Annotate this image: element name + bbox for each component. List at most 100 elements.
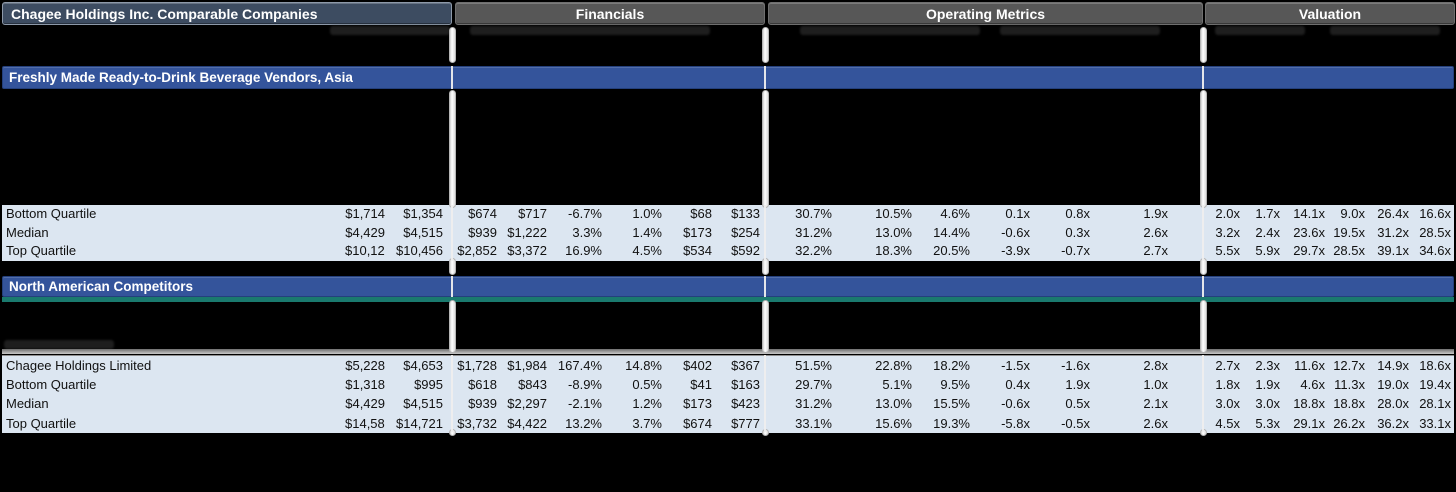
cell[interactable]: 13.0% [875, 224, 912, 240]
cell[interactable]: $10,456 [396, 243, 443, 259]
cell[interactable]: 2.6x [1143, 415, 1168, 431]
cell[interactable]: 4.5x [1215, 415, 1240, 431]
row-label[interactable]: Top Quartile [6, 243, 77, 259]
cell[interactable]: $674 [683, 415, 712, 431]
row-label[interactable]: Top Quartile [6, 415, 77, 431]
cell[interactable]: 10.5% [875, 206, 912, 221]
cell[interactable]: 36.2x [1377, 415, 1409, 431]
cell[interactable]: 28.1x [1419, 396, 1451, 412]
cell[interactable]: -6.7% [568, 206, 602, 221]
cell[interactable]: 13.0% [875, 396, 912, 412]
cell[interactable]: $1,714 [345, 206, 385, 221]
cell[interactable]: 28.5x [1333, 243, 1365, 259]
cell[interactable]: $939 [468, 224, 497, 240]
cell[interactable]: 167.4% [557, 358, 602, 373]
cell[interactable]: 33.1x [1419, 415, 1451, 431]
cell[interactable]: $402 [683, 358, 712, 373]
cell[interactable]: 1.8x [1215, 377, 1240, 393]
cell[interactable]: 0.5% [632, 377, 662, 393]
cell[interactable]: -0.6x [1001, 224, 1030, 240]
cell[interactable]: $717 [518, 206, 547, 221]
cell[interactable]: 0.8x [1065, 206, 1090, 221]
cell[interactable]: 5.3x [1255, 415, 1280, 431]
cell[interactable]: 20.5% [933, 243, 970, 259]
cell[interactable]: -1.5x [1001, 358, 1030, 373]
cell[interactable]: 1.7x [1255, 206, 1280, 221]
cell[interactable]: 22.8% [875, 358, 912, 373]
cell[interactable]: 2.7x [1215, 358, 1240, 373]
cell[interactable]: $1,318 [345, 377, 385, 393]
row-label[interactable]: Median [6, 396, 49, 412]
cell[interactable]: 1.9x [1143, 206, 1168, 221]
row-label[interactable]: Median [6, 224, 49, 240]
cell[interactable]: $367 [731, 358, 760, 373]
cell[interactable]: 16.9% [565, 243, 602, 259]
cell[interactable]: 0.5x [1065, 396, 1090, 412]
cell[interactable]: 2.4x [1255, 224, 1280, 240]
cell[interactable]: 9.0x [1340, 206, 1365, 221]
cell[interactable]: 4.5% [632, 243, 662, 259]
cell[interactable]: 5.5x [1215, 243, 1240, 259]
cell[interactable]: 26.4x [1377, 206, 1409, 221]
cell[interactable]: 19.0x [1377, 377, 1409, 393]
cell[interactable]: 15.6% [875, 415, 912, 431]
cell[interactable]: 33.1% [795, 415, 832, 431]
cell[interactable]: $41 [690, 377, 712, 393]
cell[interactable]: 2.8x [1143, 358, 1168, 373]
cell[interactable]: 31.2% [795, 224, 832, 240]
cell[interactable]: 3.0x [1215, 396, 1240, 412]
cell[interactable]: $4,422 [507, 415, 547, 431]
cell[interactable]: 14.9x [1377, 358, 1409, 373]
cell[interactable]: $674 [468, 206, 497, 221]
cell[interactable]: 14.8% [625, 358, 662, 373]
cell[interactable]: 4.6x [1300, 377, 1325, 393]
row-label[interactable]: Chagee Holdings Limited [6, 358, 152, 373]
cell[interactable]: -0.5x [1061, 415, 1090, 431]
cell[interactable]: 11.6x [1294, 358, 1325, 373]
cell[interactable]: 5.9x [1255, 243, 1280, 259]
cell[interactable]: 3.0x [1255, 396, 1280, 412]
cell[interactable]: $534 [683, 243, 712, 259]
cell[interactable]: 39.1x [1377, 243, 1409, 259]
cell[interactable]: 34.6x [1419, 243, 1451, 259]
cell[interactable]: $173 [683, 224, 712, 240]
cell[interactable]: $1,354 [403, 206, 443, 221]
cell[interactable]: 31.2x [1377, 224, 1409, 240]
cell[interactable]: 18.8x [1333, 396, 1365, 412]
cell[interactable]: 29.7% [795, 377, 832, 393]
cell[interactable]: 1.4% [632, 224, 662, 240]
cell[interactable]: -0.6x [1001, 396, 1030, 412]
cell[interactable]: 26.2x [1333, 415, 1365, 431]
cell[interactable]: 3.2x [1215, 224, 1240, 240]
cell[interactable]: $254 [731, 224, 760, 240]
cell[interactable]: 15.5% [933, 396, 970, 412]
cell[interactable]: $777 [731, 415, 760, 431]
cell[interactable]: 16.6x [1419, 206, 1451, 221]
cell[interactable]: 23.6x [1293, 224, 1325, 240]
cell[interactable]: 5.1% [882, 377, 912, 393]
row-label[interactable]: Bottom Quartile [6, 377, 97, 393]
cell[interactable]: 29.1x [1293, 415, 1325, 431]
cell[interactable]: $4,515 [403, 396, 443, 412]
cell[interactable]: $1,222 [507, 224, 547, 240]
cell[interactable]: $10,129 [345, 243, 385, 259]
cell[interactable]: $1,728 [457, 358, 497, 373]
cell[interactable]: 14.4% [933, 224, 970, 240]
cell[interactable]: 2.1x [1143, 396, 1168, 412]
cell[interactable]: $2,852 [457, 243, 497, 259]
cell[interactable]: $3,372 [507, 243, 547, 259]
cell[interactable]: 11.3x [1334, 377, 1365, 393]
cell[interactable]: $1,984 [507, 358, 547, 373]
cell[interactable]: $163 [731, 377, 760, 393]
cell[interactable]: -0.7x [1061, 243, 1090, 259]
cell[interactable]: 31.2% [795, 396, 832, 412]
cell[interactable]: $4,515 [403, 224, 443, 240]
cell[interactable]: 2.6x [1143, 224, 1168, 240]
cell[interactable]: 12.7x [1333, 358, 1365, 373]
cell[interactable]: 1.0x [1143, 377, 1168, 393]
row-label[interactable]: Bottom Quartile [6, 206, 97, 221]
cell[interactable]: 2.0x [1215, 206, 1240, 221]
cell[interactable]: $5,228 [345, 358, 385, 373]
cell[interactable]: 0.4x [1005, 377, 1030, 393]
cell[interactable]: 0.3x [1065, 224, 1090, 240]
